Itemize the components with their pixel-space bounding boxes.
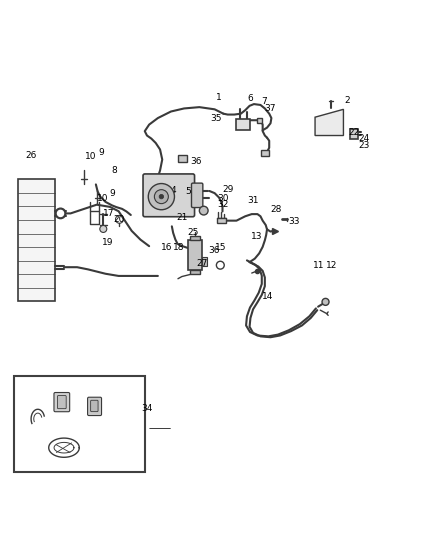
Text: 25: 25 xyxy=(187,228,198,237)
FancyBboxPatch shape xyxy=(91,400,98,411)
Text: 4: 4 xyxy=(170,185,176,195)
Text: 2: 2 xyxy=(344,96,350,105)
Text: 21: 21 xyxy=(176,213,187,222)
Circle shape xyxy=(57,211,64,216)
Text: 6: 6 xyxy=(247,94,253,103)
Text: 15: 15 xyxy=(215,243,226,252)
Text: 36: 36 xyxy=(208,246,220,255)
Bar xyxy=(261,150,269,157)
Text: 10: 10 xyxy=(85,152,97,161)
Text: 13: 13 xyxy=(251,232,263,241)
Bar xyxy=(14,376,145,472)
Circle shape xyxy=(100,225,107,232)
Text: 30: 30 xyxy=(218,195,229,203)
Text: 20: 20 xyxy=(113,215,125,224)
Text: 34: 34 xyxy=(141,404,153,413)
Text: 27: 27 xyxy=(197,259,208,268)
Text: 36: 36 xyxy=(190,157,201,166)
Text: 14: 14 xyxy=(262,292,274,301)
Text: 28: 28 xyxy=(270,205,282,214)
Text: 12: 12 xyxy=(326,261,337,270)
FancyBboxPatch shape xyxy=(88,397,102,416)
Text: 7: 7 xyxy=(261,97,267,106)
Text: 26: 26 xyxy=(25,151,36,160)
Bar xyxy=(202,257,207,265)
Text: 35: 35 xyxy=(210,115,222,124)
Text: 37: 37 xyxy=(265,104,276,113)
FancyBboxPatch shape xyxy=(54,392,70,411)
Text: 22: 22 xyxy=(349,127,360,136)
Bar xyxy=(188,240,201,270)
FancyBboxPatch shape xyxy=(57,395,66,409)
Bar xyxy=(257,118,262,123)
FancyBboxPatch shape xyxy=(143,174,194,217)
Circle shape xyxy=(199,206,208,215)
Text: 1: 1 xyxy=(216,93,222,102)
Text: 17: 17 xyxy=(103,209,114,218)
Text: 31: 31 xyxy=(247,196,259,205)
Bar xyxy=(190,236,200,240)
FancyBboxPatch shape xyxy=(191,183,203,207)
Text: 19: 19 xyxy=(102,238,113,247)
Circle shape xyxy=(322,298,329,305)
Text: 10: 10 xyxy=(97,194,108,203)
Circle shape xyxy=(159,195,163,199)
Text: 29: 29 xyxy=(222,185,233,194)
Bar xyxy=(350,129,358,139)
Circle shape xyxy=(148,183,174,210)
Circle shape xyxy=(154,190,168,204)
Bar xyxy=(217,219,226,223)
Text: 9: 9 xyxy=(99,148,104,157)
Bar xyxy=(190,270,200,274)
Text: 16: 16 xyxy=(161,243,173,252)
Text: 9: 9 xyxy=(109,189,115,198)
Text: 8: 8 xyxy=(111,166,117,175)
Text: 11: 11 xyxy=(313,261,324,270)
Text: 18: 18 xyxy=(173,243,184,252)
Bar xyxy=(237,119,250,130)
Text: 5: 5 xyxy=(186,187,191,196)
Text: 24: 24 xyxy=(359,134,370,143)
Polygon shape xyxy=(315,109,343,135)
Text: 32: 32 xyxy=(217,199,228,208)
Text: 23: 23 xyxy=(359,141,370,150)
Text: 3: 3 xyxy=(159,183,164,192)
Circle shape xyxy=(55,208,66,219)
Bar xyxy=(18,179,55,302)
Text: 33: 33 xyxy=(288,217,300,226)
Bar xyxy=(177,155,187,161)
